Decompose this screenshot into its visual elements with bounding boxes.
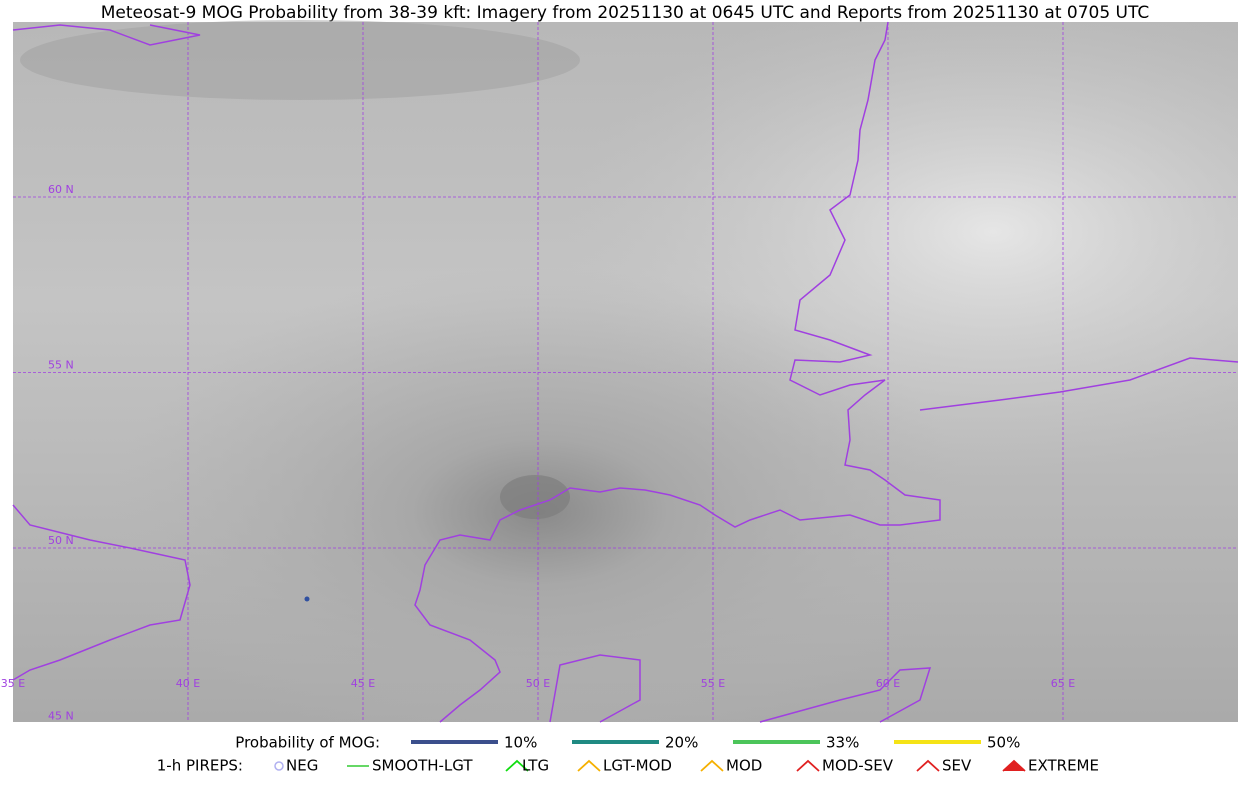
lon-label: 45 E	[351, 677, 375, 690]
pireps-title: 1-h PIREPS:	[157, 757, 243, 775]
probability-title: Probability of MOG:	[235, 734, 380, 752]
satellite-image	[13, 20, 1238, 722]
pirep-label: SMOOTH-LGT	[372, 757, 473, 775]
pirep-label: MOD	[726, 757, 762, 775]
pirep-symbol	[796, 759, 820, 772]
pirep-symbol	[505, 759, 529, 772]
lon-label: 50 E	[526, 677, 550, 690]
lon-label: 65 E	[1051, 677, 1075, 690]
pirep-symbol	[700, 759, 724, 772]
pirep-symbol	[1002, 759, 1026, 772]
pirep-symbol	[577, 759, 601, 772]
lat-label: 45 N	[48, 710, 74, 723]
borders	[12, 21, 1239, 723]
graticule: 35 E 40 E 45 E 50 E 55 E 60 E 65 E 60 N 55 N 50 N…	[1, 22, 1238, 723]
probability-label: 33%	[826, 734, 859, 752]
map-title: Meteosat-9 MOG Probability from 38-39 kf…	[101, 3, 1150, 23]
pirep-symbol	[916, 759, 940, 772]
probability-label: 10%	[504, 734, 537, 752]
lon-label: 40 E	[176, 677, 200, 690]
pirep-label: EXTREME	[1028, 757, 1099, 775]
lon-label: 35 E	[1, 677, 25, 690]
probability-label: 20%	[665, 734, 698, 752]
pirep-label: LTG	[522, 757, 549, 775]
lat-label: 60 N	[48, 183, 74, 196]
pirep-label: SEV	[942, 757, 972, 775]
pirep-label: LGT-MOD	[603, 757, 672, 775]
legend: Probability of MOG: 10% 20% 33% 50% 1-h PIREP…	[157, 734, 1099, 775]
pirep-label: MOD-SEV	[822, 757, 894, 775]
pirep-symbol	[274, 761, 284, 771]
lat-label: 50 N	[48, 534, 74, 547]
lon-label: 60 E	[876, 677, 900, 690]
lat-label: 55 N	[48, 359, 74, 372]
pirep-marker	[304, 596, 310, 602]
lon-label: 55 E	[701, 677, 725, 690]
pirep-label: NEG	[286, 757, 318, 775]
probability-label: 50%	[987, 734, 1020, 752]
